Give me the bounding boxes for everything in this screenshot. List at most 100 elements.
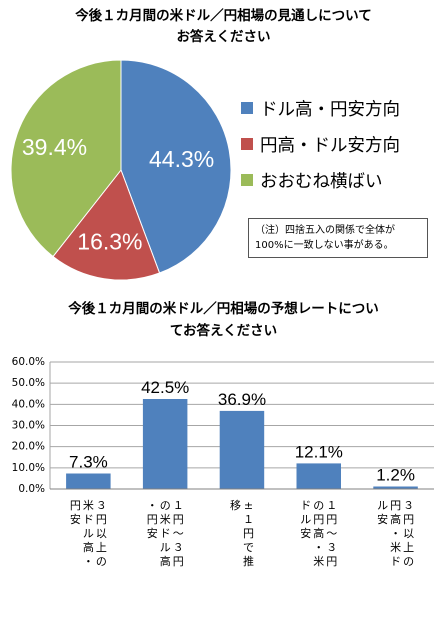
pie-title-line-2: お答えください — [176, 29, 271, 45]
svg-text:上: 上 — [403, 541, 414, 554]
y-tick-label: 20.0% — [12, 441, 45, 453]
svg-text:高: 高 — [83, 540, 94, 554]
svg-text:ル: ル — [377, 499, 388, 512]
svg-text:安: 安 — [70, 512, 81, 526]
y-tick-label: 0.0% — [18, 483, 45, 495]
bar-chart: 0.0%10.0%20.0%30.0%40.0%50.0%60.0%7.3%３円… — [12, 356, 434, 568]
pie-slice — [120, 59, 232, 274]
svg-text:米: 米 — [390, 541, 401, 554]
svg-text:ド: ド — [160, 527, 171, 540]
svg-text:３: ３ — [96, 499, 107, 512]
bar-title-line-1: 今後１カ月間の米ドル／円相場の予想レートについ — [68, 301, 379, 317]
bar — [219, 410, 265, 489]
svg-text:～: ～ — [173, 527, 184, 540]
note-line-2: 100%に一致しない事がある。 — [255, 240, 394, 251]
y-tick-label: 30.0% — [12, 420, 45, 432]
bar — [66, 473, 111, 489]
legend-swatch — [241, 102, 253, 114]
svg-text:以: 以 — [403, 527, 414, 540]
svg-text:米: 米 — [313, 555, 324, 568]
y-tick-label: 10.0% — [12, 462, 45, 474]
svg-text:安: 安 — [300, 526, 311, 540]
legend-label: 円高・ドル安方向 — [260, 135, 400, 156]
y-tick-label: 50.0% — [12, 377, 45, 389]
bar-data-label: 36.9% — [218, 390, 266, 409]
pie-title-line-1: 今後１カ月間の米ドル／円相場の見通しについて — [75, 8, 372, 24]
legend-label: おおむね横ばい — [260, 171, 383, 192]
svg-text:円: 円 — [173, 513, 184, 526]
rounding-note: （注）四捨五入の関係で全体が 100%に一致しない事がある。 — [248, 218, 428, 258]
svg-text:高: 高 — [390, 512, 401, 526]
svg-text:・: ・ — [83, 555, 94, 568]
svg-text:高: 高 — [313, 526, 324, 540]
bar-data-label: 7.3% — [69, 453, 108, 472]
legend-item: おおむね横ばい — [241, 162, 400, 198]
svg-text:円: 円 — [326, 513, 337, 526]
svg-text:以: 以 — [96, 527, 107, 540]
svg-text:で: で — [243, 541, 254, 554]
svg-text:米: 米 — [160, 513, 171, 526]
svg-text:円: 円 — [313, 513, 324, 526]
bar-chart-title: 今後１カ月間の米ドル／円相場の予想レートについ てお答えください — [0, 298, 447, 342]
bar-title-line-2: てお答えください — [169, 323, 278, 339]
svg-text:３: ３ — [173, 541, 184, 554]
svg-text:移: 移 — [230, 499, 241, 512]
bar-data-label: 1.2% — [376, 465, 415, 484]
svg-text:上: 上 — [96, 541, 107, 554]
svg-text:ル: ル — [300, 513, 311, 526]
bar-data-label: 42.5% — [141, 378, 189, 397]
pie-data-label: 39.4% — [22, 134, 87, 160]
svg-text:・: ・ — [147, 499, 158, 512]
svg-text:ド: ド — [300, 499, 311, 512]
svg-text:～: ～ — [326, 527, 337, 540]
svg-text:１: １ — [243, 513, 254, 526]
svg-text:円: 円 — [390, 499, 401, 512]
svg-text:円: 円 — [403, 513, 414, 526]
svg-text:ル: ル — [83, 527, 94, 540]
legend-item: 円高・ドル安方向 — [241, 126, 400, 162]
svg-text:・: ・ — [390, 527, 401, 540]
pie-data-label: 44.3% — [149, 146, 214, 172]
svg-text:安: 安 — [147, 526, 158, 540]
svg-text:・: ・ — [313, 541, 324, 554]
svg-text:米: 米 — [83, 499, 94, 512]
svg-text:円: 円 — [243, 527, 254, 540]
svg-text:円: 円 — [173, 555, 184, 568]
svg-text:の: の — [403, 555, 414, 568]
svg-text:３: ３ — [403, 499, 414, 512]
pie-slice — [52, 168, 161, 281]
y-tick-label: 40.0% — [12, 398, 45, 410]
y-tick-label: 60.0% — [12, 356, 45, 368]
pie-slice — [10, 59, 122, 258]
bar — [373, 486, 418, 489]
svg-text:円: 円 — [70, 499, 81, 512]
svg-text:の: の — [96, 555, 107, 568]
svg-text:１: １ — [326, 499, 337, 512]
svg-text:１: １ — [173, 499, 184, 512]
legend-swatch — [241, 138, 253, 150]
pie-data-label: 16.3% — [77, 229, 142, 255]
svg-text:の: の — [313, 499, 324, 512]
svg-text:の: の — [160, 499, 171, 512]
svg-text:ル: ル — [160, 541, 171, 554]
svg-text:円: 円 — [96, 513, 107, 526]
svg-text:安: 安 — [377, 512, 388, 526]
legend-swatch — [241, 174, 253, 186]
legend-item: ドル高・円安方向 — [241, 90, 400, 126]
svg-text:３: ３ — [326, 541, 337, 554]
note-line-1: （注）四捨五入の関係で全体が — [255, 225, 395, 236]
pie-legend: ドル高・円安方向円高・ドル安方向 おおむね横ばい — [241, 90, 400, 198]
svg-text:円: 円 — [326, 555, 337, 568]
pie-chart: 44.3% 16.3% 39.4% — [10, 59, 232, 281]
svg-text:ド: ド — [390, 555, 401, 568]
svg-text:±: ± — [244, 499, 253, 512]
bar — [142, 399, 188, 489]
svg-text:ド: ド — [83, 513, 94, 526]
svg-text:円: 円 — [147, 513, 158, 526]
bar-data-label: 12.1% — [295, 442, 343, 461]
